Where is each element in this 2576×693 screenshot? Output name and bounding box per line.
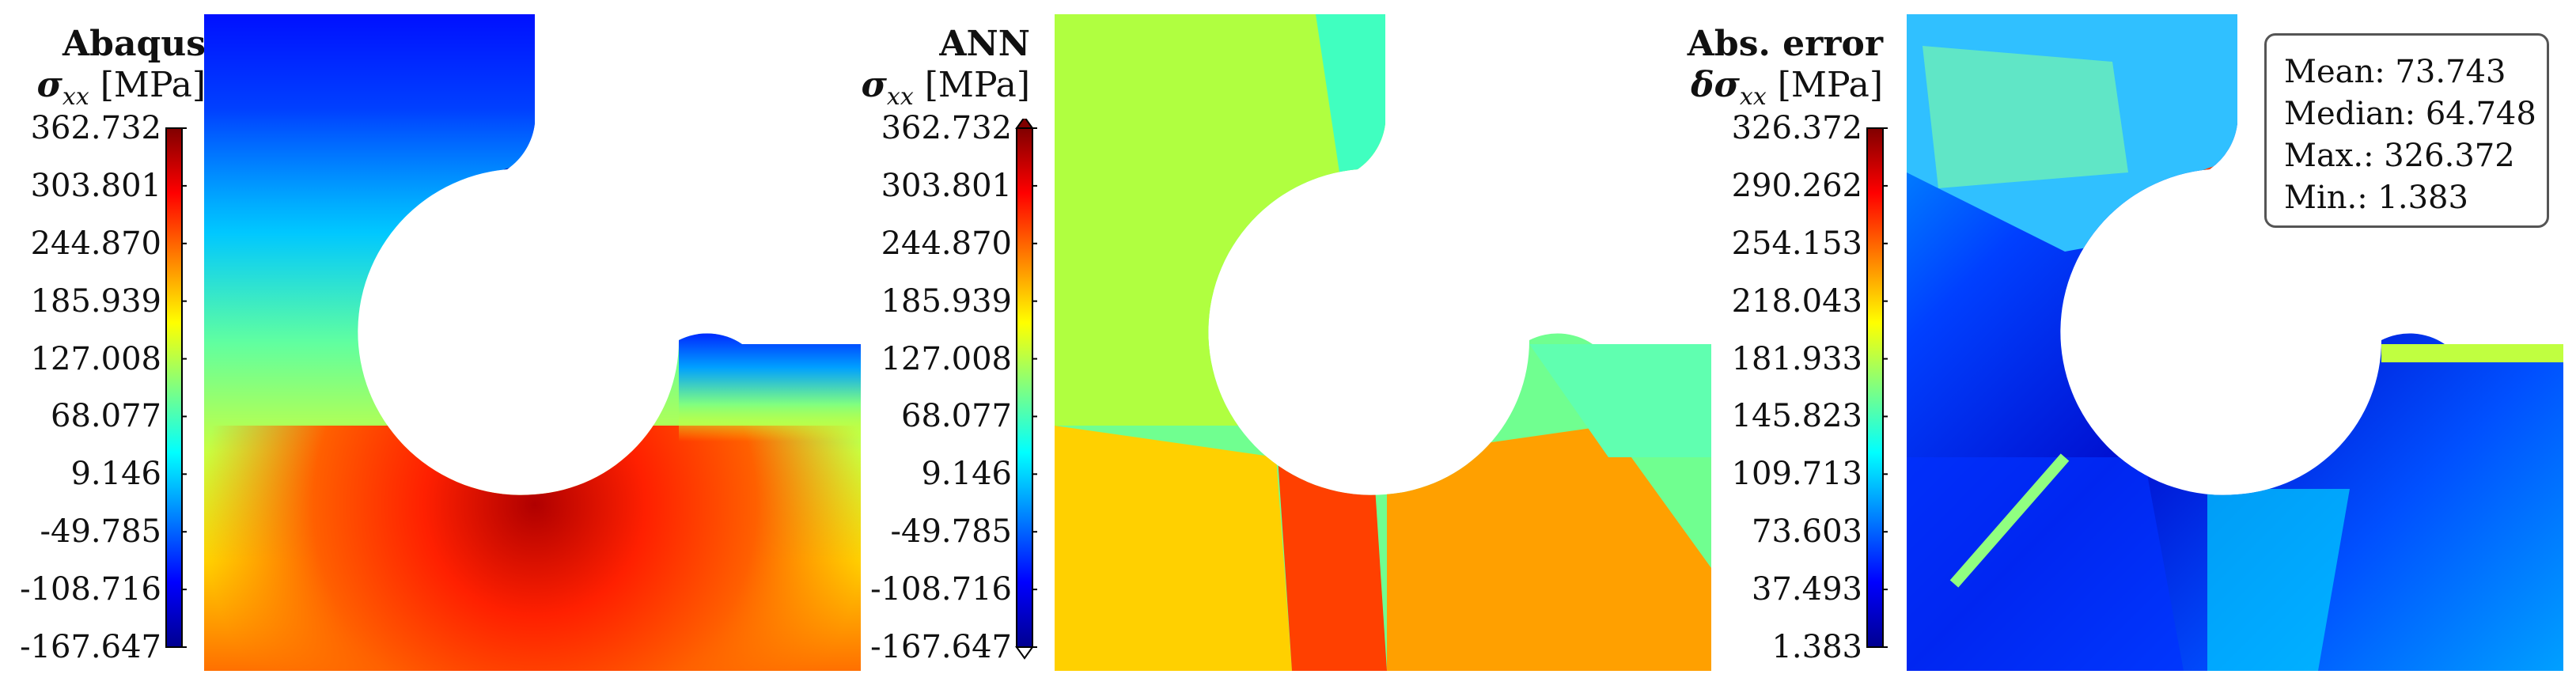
quantity-unit: [MPa] (924, 65, 1030, 105)
quantity-unit: [MPa] (100, 65, 206, 105)
colorbar-tick-label: 1.383 (1771, 629, 1862, 665)
colorbar-tick-label: 181.933 (1731, 340, 1862, 377)
colorbar-tick-label: -108.716 (20, 571, 161, 608)
colorbar-arrow-top (1015, 119, 1034, 129)
colorbar-tick-label: 362.732 (881, 110, 1012, 146)
quantity-subscript: xx (62, 82, 89, 111)
colorbar-ann (1015, 119, 1037, 660)
quantity-symbol: σ (861, 65, 887, 105)
colorbar-tick-label: -49.785 (890, 513, 1012, 551)
colorbar-tick-label: 145.823 (1731, 398, 1862, 435)
colorbar-gradient (1866, 127, 1884, 648)
colorbar-tick-label: 9.146 (70, 456, 161, 493)
quantity-unit: [MPa] (1777, 65, 1883, 105)
colorbar-tick-label: 254.153 (1731, 225, 1862, 262)
colorbar-tick-label: 9.146 (921, 456, 1012, 493)
stat-mean: Mean: 73.743 (2284, 54, 2506, 90)
colorbar-tick-label: -108.716 (870, 571, 1012, 608)
colorbar-tick-label: 37.493 (1752, 571, 1862, 608)
colorbar-tick-label: -49.785 (40, 513, 161, 551)
colorbar-tick-label: 303.801 (881, 167, 1012, 204)
quantity-symbol: δσ (1691, 65, 1740, 105)
panel-quantity-abaqus: σxx [MPa] (0, 65, 206, 111)
panel-title-error: Abs. error (1687, 24, 1883, 64)
error-statistics-box: Mean: 73.743 Median: 64.748 Max.: 326.37… (2264, 33, 2549, 228)
colorbar-tick-label: 127.008 (30, 340, 161, 377)
colorbar-tick-label: 326.372 (1731, 110, 1862, 146)
colorbar-tick-label: 244.870 (30, 225, 161, 262)
quantity-subscript: xx (1739, 82, 1767, 111)
colorbar-abaqus (165, 127, 187, 648)
stress-field-ann (1055, 14, 1711, 671)
panel-title-abaqus: Abaqus (63, 24, 206, 64)
colorbar-tick-label: 290.262 (1731, 167, 1862, 204)
stat-max: Max.: 326.372 (2284, 138, 2515, 174)
colorbar-tick-label: 362.732 (30, 110, 161, 146)
colorbar-tick-label: 127.008 (881, 340, 1012, 377)
colorbar-tick-label: 185.939 (30, 282, 161, 320)
panel-title-ann: ANN (939, 24, 1030, 64)
colorbar-tick-label: 218.043 (1731, 282, 1862, 320)
colorbar-tick-label: 73.603 (1752, 513, 1862, 551)
panel-quantity-error: δσxx [MPa] (1677, 65, 1883, 111)
colorbar-tick-label: 109.713 (1731, 456, 1862, 493)
colorbar-tick-label: 303.801 (30, 167, 161, 204)
colorbar-gradient (1016, 127, 1033, 648)
colorbar-tick-label: -167.647 (20, 629, 161, 665)
colorbar-tick-label: 185.939 (881, 282, 1012, 320)
stat-min: Min.: 1.383 (2284, 180, 2468, 216)
stat-median: Median: 64.748 (2284, 96, 2536, 132)
colorbar-tick-label: 68.077 (901, 398, 1012, 435)
colorbar-arrow-bottom (1015, 646, 1034, 660)
quantity-subscript: xx (886, 82, 914, 111)
colorbar-tick-label: 68.077 (51, 398, 161, 435)
colorbar-gradient (165, 127, 183, 648)
stress-field-abaqus (204, 14, 861, 671)
quantity-symbol: σ (36, 65, 63, 105)
colorbar-tick-label: 244.870 (881, 225, 1012, 262)
colorbar-error (1866, 127, 1888, 648)
panel-quantity-ann: σxx [MPa] (824, 65, 1030, 111)
colorbar-tick-label: -167.647 (870, 629, 1012, 665)
